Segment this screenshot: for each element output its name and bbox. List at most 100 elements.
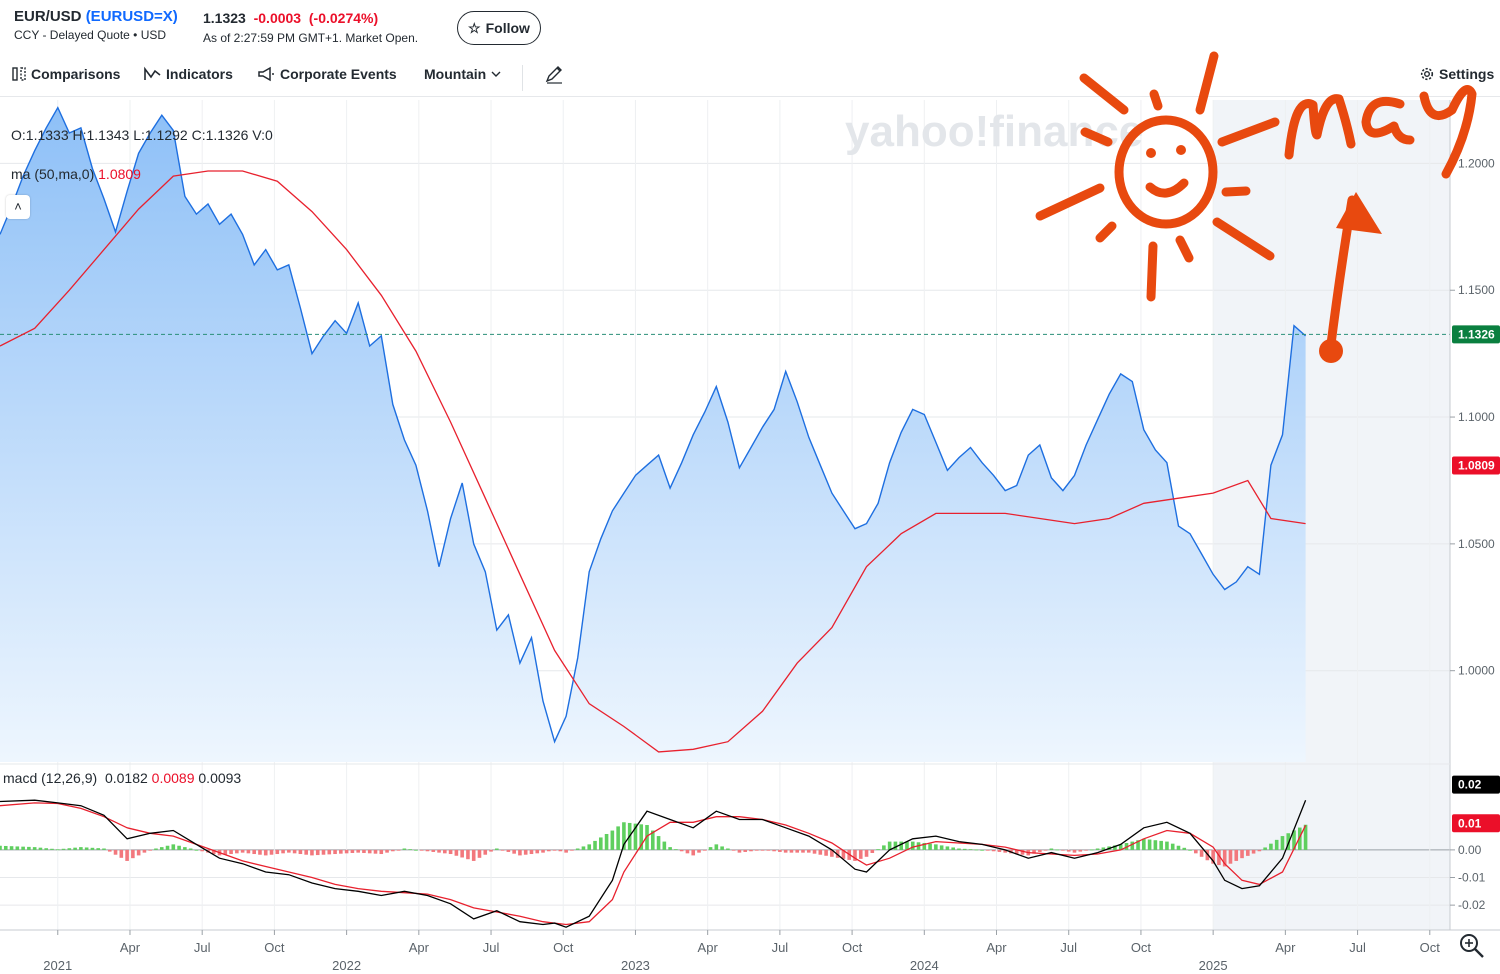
ticker-link[interactable]: (EURUSD=X) <box>85 8 178 25</box>
histogram-bar <box>1014 849 1019 855</box>
pair-name: EUR/USD <box>14 8 82 25</box>
histogram-bar <box>477 849 482 858</box>
y-tick-label: 1.1000 <box>1458 410 1495 424</box>
histogram-bar <box>362 849 366 853</box>
ma-label: ma (50,ma,0) <box>11 166 95 182</box>
histogram-bar <box>136 849 141 856</box>
corporate-events-button[interactable]: Corporate Events <box>257 66 397 82</box>
histogram-bar <box>38 847 43 850</box>
follow-button[interactable]: ☆ Follow <box>457 11 541 45</box>
histogram-bar <box>437 849 441 853</box>
histogram-bar <box>535 849 540 854</box>
histogram-bar <box>287 849 291 853</box>
macd-y-tick-label: 0.00 <box>1458 843 1482 857</box>
histogram-bar <box>882 845 886 850</box>
x-month-label: Oct <box>553 940 574 955</box>
last-price-badge-bg <box>1452 325 1500 344</box>
x-month-label: Apr <box>698 940 719 955</box>
histogram-bar <box>1159 840 1163 850</box>
macd-badge-bg <box>1452 775 1500 794</box>
histogram-bar <box>876 849 880 850</box>
histogram-bar <box>506 849 511 852</box>
draw-button[interactable] <box>544 64 564 84</box>
megaphone-icon <box>258 66 274 82</box>
histogram-bar <box>922 842 927 850</box>
histogram-bar <box>783 849 788 853</box>
price-block: 1.1323 -0.0003 (-0.0274%) <box>203 10 378 26</box>
histogram-bar <box>795 849 800 853</box>
comparisons-label: Comparisons <box>31 66 121 82</box>
chart-toolbar: Comparisons Indicators Corporate Events … <box>0 58 1500 97</box>
histogram-bar <box>1147 839 1152 850</box>
chart-style-label: Mountain <box>424 66 487 82</box>
histogram-bar <box>1165 841 1169 850</box>
histogram-bar <box>9 846 14 850</box>
histogram-bar <box>258 849 262 855</box>
histogram-bar <box>691 849 696 856</box>
histogram-bar <box>552 849 557 851</box>
chart-style-dropdown[interactable]: Mountain <box>424 66 501 82</box>
collapse-legend-button[interactable]: ˄ <box>6 195 30 219</box>
macd-series <box>0 799 1307 928</box>
histogram-bar <box>593 840 597 850</box>
histogram-bar <box>743 849 748 852</box>
sun-ray <box>1212 217 1275 261</box>
histogram-bar <box>547 849 551 852</box>
histogram-bar <box>119 849 124 858</box>
macd-histogram <box>0 822 1308 867</box>
quote-header: EUR/USD (EURUSD=X) CCY - Delayed Quote •… <box>0 0 1500 56</box>
histogram-bar <box>1176 845 1181 850</box>
settings-button[interactable]: Settings <box>1420 66 1494 82</box>
histogram-bar <box>1240 849 1244 859</box>
macd-legend[interactable]: macd (12,26,9) 0.0182 0.0089 0.0093 <box>3 770 241 786</box>
histogram-bar <box>697 849 701 853</box>
histogram-bar <box>1113 845 1117 850</box>
histogram-bar <box>315 849 320 856</box>
macd-label: macd (12,26,9) <box>3 770 98 786</box>
quote-subtitle: CCY - Delayed Quote • USD <box>14 28 167 42</box>
histogram-bar <box>3 845 8 850</box>
histogram-bar <box>685 849 690 854</box>
histogram-bar <box>379 849 384 855</box>
histogram-bar <box>50 848 54 850</box>
y-tick-label: 1.2000 <box>1458 156 1495 170</box>
ma-legend[interactable]: ma (50,ma,0) 1.0809 <box>11 166 141 182</box>
histogram-bar <box>1055 849 1059 851</box>
ma-line <box>0 170 1306 753</box>
x-year-label: 2021 <box>43 958 72 973</box>
histogram-bar <box>229 849 233 855</box>
comparisons-button[interactable]: Comparisons <box>12 66 120 82</box>
histogram-bar <box>460 849 464 858</box>
histogram-bar <box>1217 849 1221 866</box>
zoom-button[interactable] <box>1460 934 1484 958</box>
histogram-bar <box>737 849 742 853</box>
indicators-button[interactable]: Indicators <box>143 66 233 82</box>
histogram-bar <box>928 843 932 850</box>
histogram-bar <box>21 846 25 850</box>
histogram-bar <box>211 849 216 855</box>
x-month-label: Apr <box>1275 940 1296 955</box>
histogram-bar <box>610 830 615 850</box>
histogram-bar <box>1194 849 1198 854</box>
histogram-bar <box>1072 849 1077 853</box>
histogram-bar <box>408 849 412 850</box>
x-month-label: Apr <box>986 940 1007 955</box>
histogram-bar <box>1303 824 1308 850</box>
axis-badges: 1.1326 1.0809 0.02 0.01 <box>1452 325 1500 833</box>
macd-line <box>0 799 1307 928</box>
histogram-bar <box>448 849 453 855</box>
histogram-bar <box>708 847 713 850</box>
histogram-bar <box>754 849 759 851</box>
last-price-badge: 1.1326 <box>1458 327 1495 341</box>
signal-badge-bg <box>1452 814 1500 833</box>
histogram-bar <box>1142 838 1146 850</box>
histogram-bar <box>668 847 672 850</box>
histogram-bar <box>200 849 204 852</box>
histogram-bar <box>899 841 903 850</box>
histogram-bar <box>321 849 326 855</box>
histogram-bar <box>269 849 274 855</box>
price-area-fill <box>0 107 1306 763</box>
sun-ray <box>1195 51 1219 115</box>
histogram-bar <box>934 844 938 850</box>
